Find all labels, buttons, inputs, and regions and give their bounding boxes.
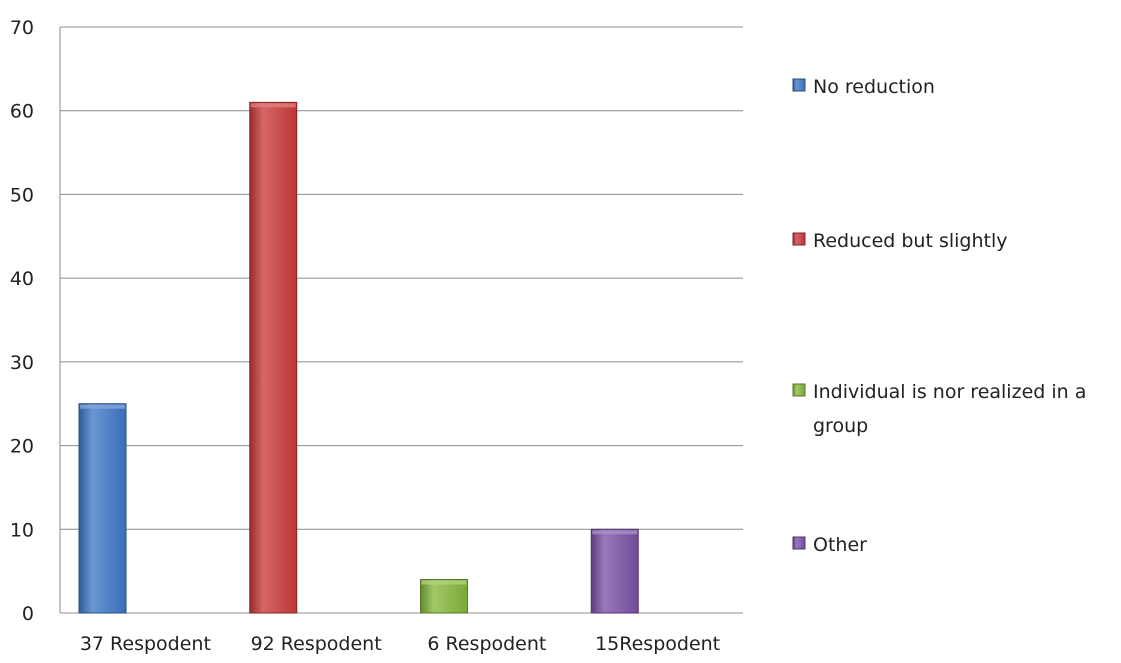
axis-labels: 0 10 20 30 40 50 60 70 37 Respodent 92 Respodent 6… bbox=[10, 17, 720, 655]
x-category-label: 15Respodent bbox=[595, 633, 720, 655]
bar bbox=[590, 528, 639, 614]
bars bbox=[78, 101, 639, 614]
x-category-label: 92 Respodent bbox=[251, 633, 382, 655]
bar-highlight bbox=[250, 103, 296, 108]
legend-swatch bbox=[792, 536, 806, 550]
legend-swatch bbox=[792, 78, 806, 92]
y-tick-label: 0 bbox=[22, 603, 34, 625]
axes bbox=[59, 27, 743, 614]
legend-swatch bbox=[792, 232, 806, 246]
bar bbox=[249, 101, 298, 614]
legend: No reduction Reduced but slightly Individu… bbox=[792, 76, 1086, 556]
bar bbox=[78, 403, 127, 614]
legend-label: Individual is nor realized in a group bbox=[813, 381, 1086, 437]
bar bbox=[420, 579, 468, 614]
y-tick-label: 40 bbox=[10, 268, 34, 290]
legend-label: Other bbox=[813, 534, 867, 556]
y-tick-label: 60 bbox=[10, 101, 34, 123]
y-tick-label: 30 bbox=[10, 352, 34, 374]
legend-swatch bbox=[792, 383, 806, 397]
bar-highlight bbox=[421, 580, 467, 585]
legend-label: No reduction bbox=[813, 76, 935, 98]
y-tick-label: 70 bbox=[10, 17, 34, 39]
bar-highlight bbox=[592, 530, 638, 535]
bar-highlight bbox=[80, 404, 125, 409]
y-tick-label: 50 bbox=[10, 184, 34, 206]
gridlines bbox=[60, 26, 743, 614]
x-category-label: 6 Respodent bbox=[427, 633, 546, 655]
x-category-label: 37 Respodent bbox=[80, 633, 211, 655]
y-tick-label: 20 bbox=[10, 436, 34, 458]
legend-label: Reduced but slightly bbox=[813, 230, 1008, 252]
y-tick-label: 10 bbox=[10, 519, 34, 541]
